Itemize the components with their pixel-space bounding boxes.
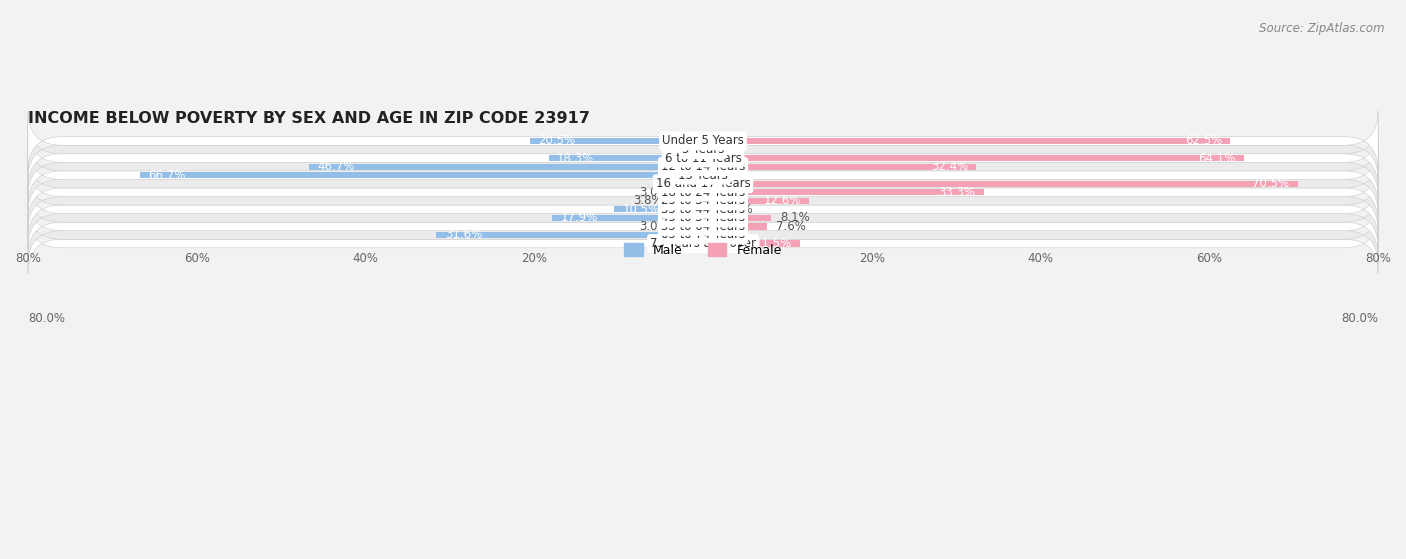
Text: 45 to 54 Years: 45 to 54 Years: [661, 211, 745, 224]
Bar: [530, 138, 703, 144]
Text: 3.0%: 3.0%: [640, 220, 669, 233]
FancyBboxPatch shape: [28, 137, 1378, 197]
Text: 12 to 14 Years: 12 to 14 Years: [661, 160, 745, 173]
FancyBboxPatch shape: [28, 188, 1378, 248]
Bar: [309, 164, 703, 170]
Bar: [703, 224, 768, 230]
FancyBboxPatch shape: [28, 162, 1378, 222]
Bar: [548, 155, 703, 161]
Text: 8.1%: 8.1%: [780, 211, 810, 224]
Bar: [703, 240, 800, 247]
Text: 15 Years: 15 Years: [678, 169, 728, 182]
Bar: [436, 232, 703, 238]
Text: 16 and 17 Years: 16 and 17 Years: [655, 177, 751, 190]
Text: 65 to 74 Years: 65 to 74 Years: [661, 229, 745, 241]
Text: 18.3%: 18.3%: [557, 151, 595, 164]
Text: 62.5%: 62.5%: [1185, 135, 1222, 148]
Text: 5 Years: 5 Years: [682, 143, 724, 156]
Bar: [678, 224, 703, 230]
Bar: [141, 172, 703, 178]
Text: Under 5 Years: Under 5 Years: [662, 135, 744, 148]
FancyBboxPatch shape: [28, 179, 1378, 239]
Bar: [614, 206, 703, 212]
FancyBboxPatch shape: [28, 214, 1378, 273]
Text: 55 to 64 Years: 55 to 64 Years: [661, 220, 745, 233]
Bar: [703, 198, 810, 204]
FancyBboxPatch shape: [28, 154, 1378, 214]
Text: 17.9%: 17.9%: [561, 211, 598, 224]
FancyBboxPatch shape: [28, 205, 1378, 265]
Text: 31.6%: 31.6%: [444, 229, 482, 241]
Text: 6 to 11 Years: 6 to 11 Years: [665, 151, 741, 164]
Bar: [703, 215, 772, 221]
Text: 1.5%: 1.5%: [724, 203, 754, 216]
Text: 0.0%: 0.0%: [716, 143, 745, 156]
Text: 10.5%: 10.5%: [623, 203, 659, 216]
Legend: Male, Female: Male, Female: [619, 238, 787, 262]
Text: 32.4%: 32.4%: [931, 160, 967, 173]
Text: 64.1%: 64.1%: [1198, 151, 1236, 164]
Bar: [553, 215, 703, 221]
FancyBboxPatch shape: [28, 145, 1378, 205]
Text: 0.0%: 0.0%: [661, 237, 690, 250]
Text: 75 Years and over: 75 Years and over: [650, 237, 756, 250]
Text: 11.5%: 11.5%: [755, 237, 792, 250]
Bar: [703, 164, 976, 170]
Text: 80.0%: 80.0%: [1341, 312, 1378, 325]
Text: 66.7%: 66.7%: [149, 169, 186, 182]
Bar: [703, 206, 716, 212]
Text: 25 to 34 Years: 25 to 34 Years: [661, 195, 745, 207]
Text: 0.0%: 0.0%: [661, 143, 690, 156]
Bar: [678, 189, 703, 195]
FancyBboxPatch shape: [28, 128, 1378, 188]
Text: 46.7%: 46.7%: [318, 160, 354, 173]
FancyBboxPatch shape: [28, 120, 1378, 179]
Bar: [703, 138, 1230, 144]
Text: 12.6%: 12.6%: [763, 195, 801, 207]
Text: 70.5%: 70.5%: [1253, 177, 1289, 190]
Text: 7.6%: 7.6%: [776, 220, 806, 233]
Text: 3.8%: 3.8%: [633, 195, 662, 207]
Text: 3.0%: 3.0%: [640, 186, 669, 199]
Text: 20.5%: 20.5%: [538, 135, 575, 148]
Bar: [703, 155, 1244, 161]
Text: 0.0%: 0.0%: [661, 177, 690, 190]
Text: 0.0%: 0.0%: [716, 169, 745, 182]
Text: 0.0%: 0.0%: [716, 229, 745, 241]
FancyBboxPatch shape: [28, 171, 1378, 231]
Text: 35 to 44 Years: 35 to 44 Years: [661, 203, 745, 216]
Text: 80.0%: 80.0%: [28, 312, 65, 325]
Text: INCOME BELOW POVERTY BY SEX AND AGE IN ZIP CODE 23917: INCOME BELOW POVERTY BY SEX AND AGE IN Z…: [28, 111, 589, 126]
FancyBboxPatch shape: [28, 197, 1378, 257]
Text: 18 to 24 Years: 18 to 24 Years: [661, 186, 745, 199]
Bar: [671, 198, 703, 204]
FancyBboxPatch shape: [28, 111, 1378, 171]
Bar: [703, 181, 1298, 187]
Text: Source: ZipAtlas.com: Source: ZipAtlas.com: [1260, 22, 1385, 35]
Bar: [703, 189, 984, 195]
Text: 33.3%: 33.3%: [939, 186, 976, 199]
